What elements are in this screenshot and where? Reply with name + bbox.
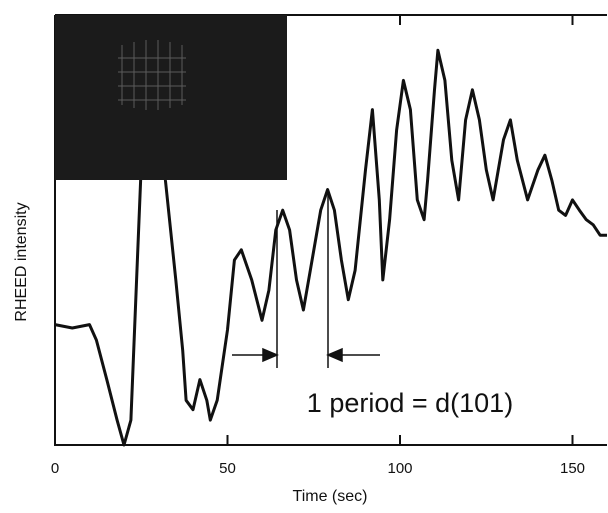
x-tick-label: 0 [51, 460, 59, 477]
x-tick-label: 100 [387, 460, 412, 477]
x-axis-label: Time (sec) [293, 488, 368, 505]
annotation: 1 period = d(101) [307, 388, 513, 418]
data-line [54, 22, 607, 447]
x-tick-label: 150 [560, 460, 585, 477]
y-axis-label: RHEED intensity [13, 202, 30, 321]
inset-image [55, 15, 287, 180]
x-tick-label: 50 [219, 460, 236, 477]
period-marker [232, 192, 380, 368]
